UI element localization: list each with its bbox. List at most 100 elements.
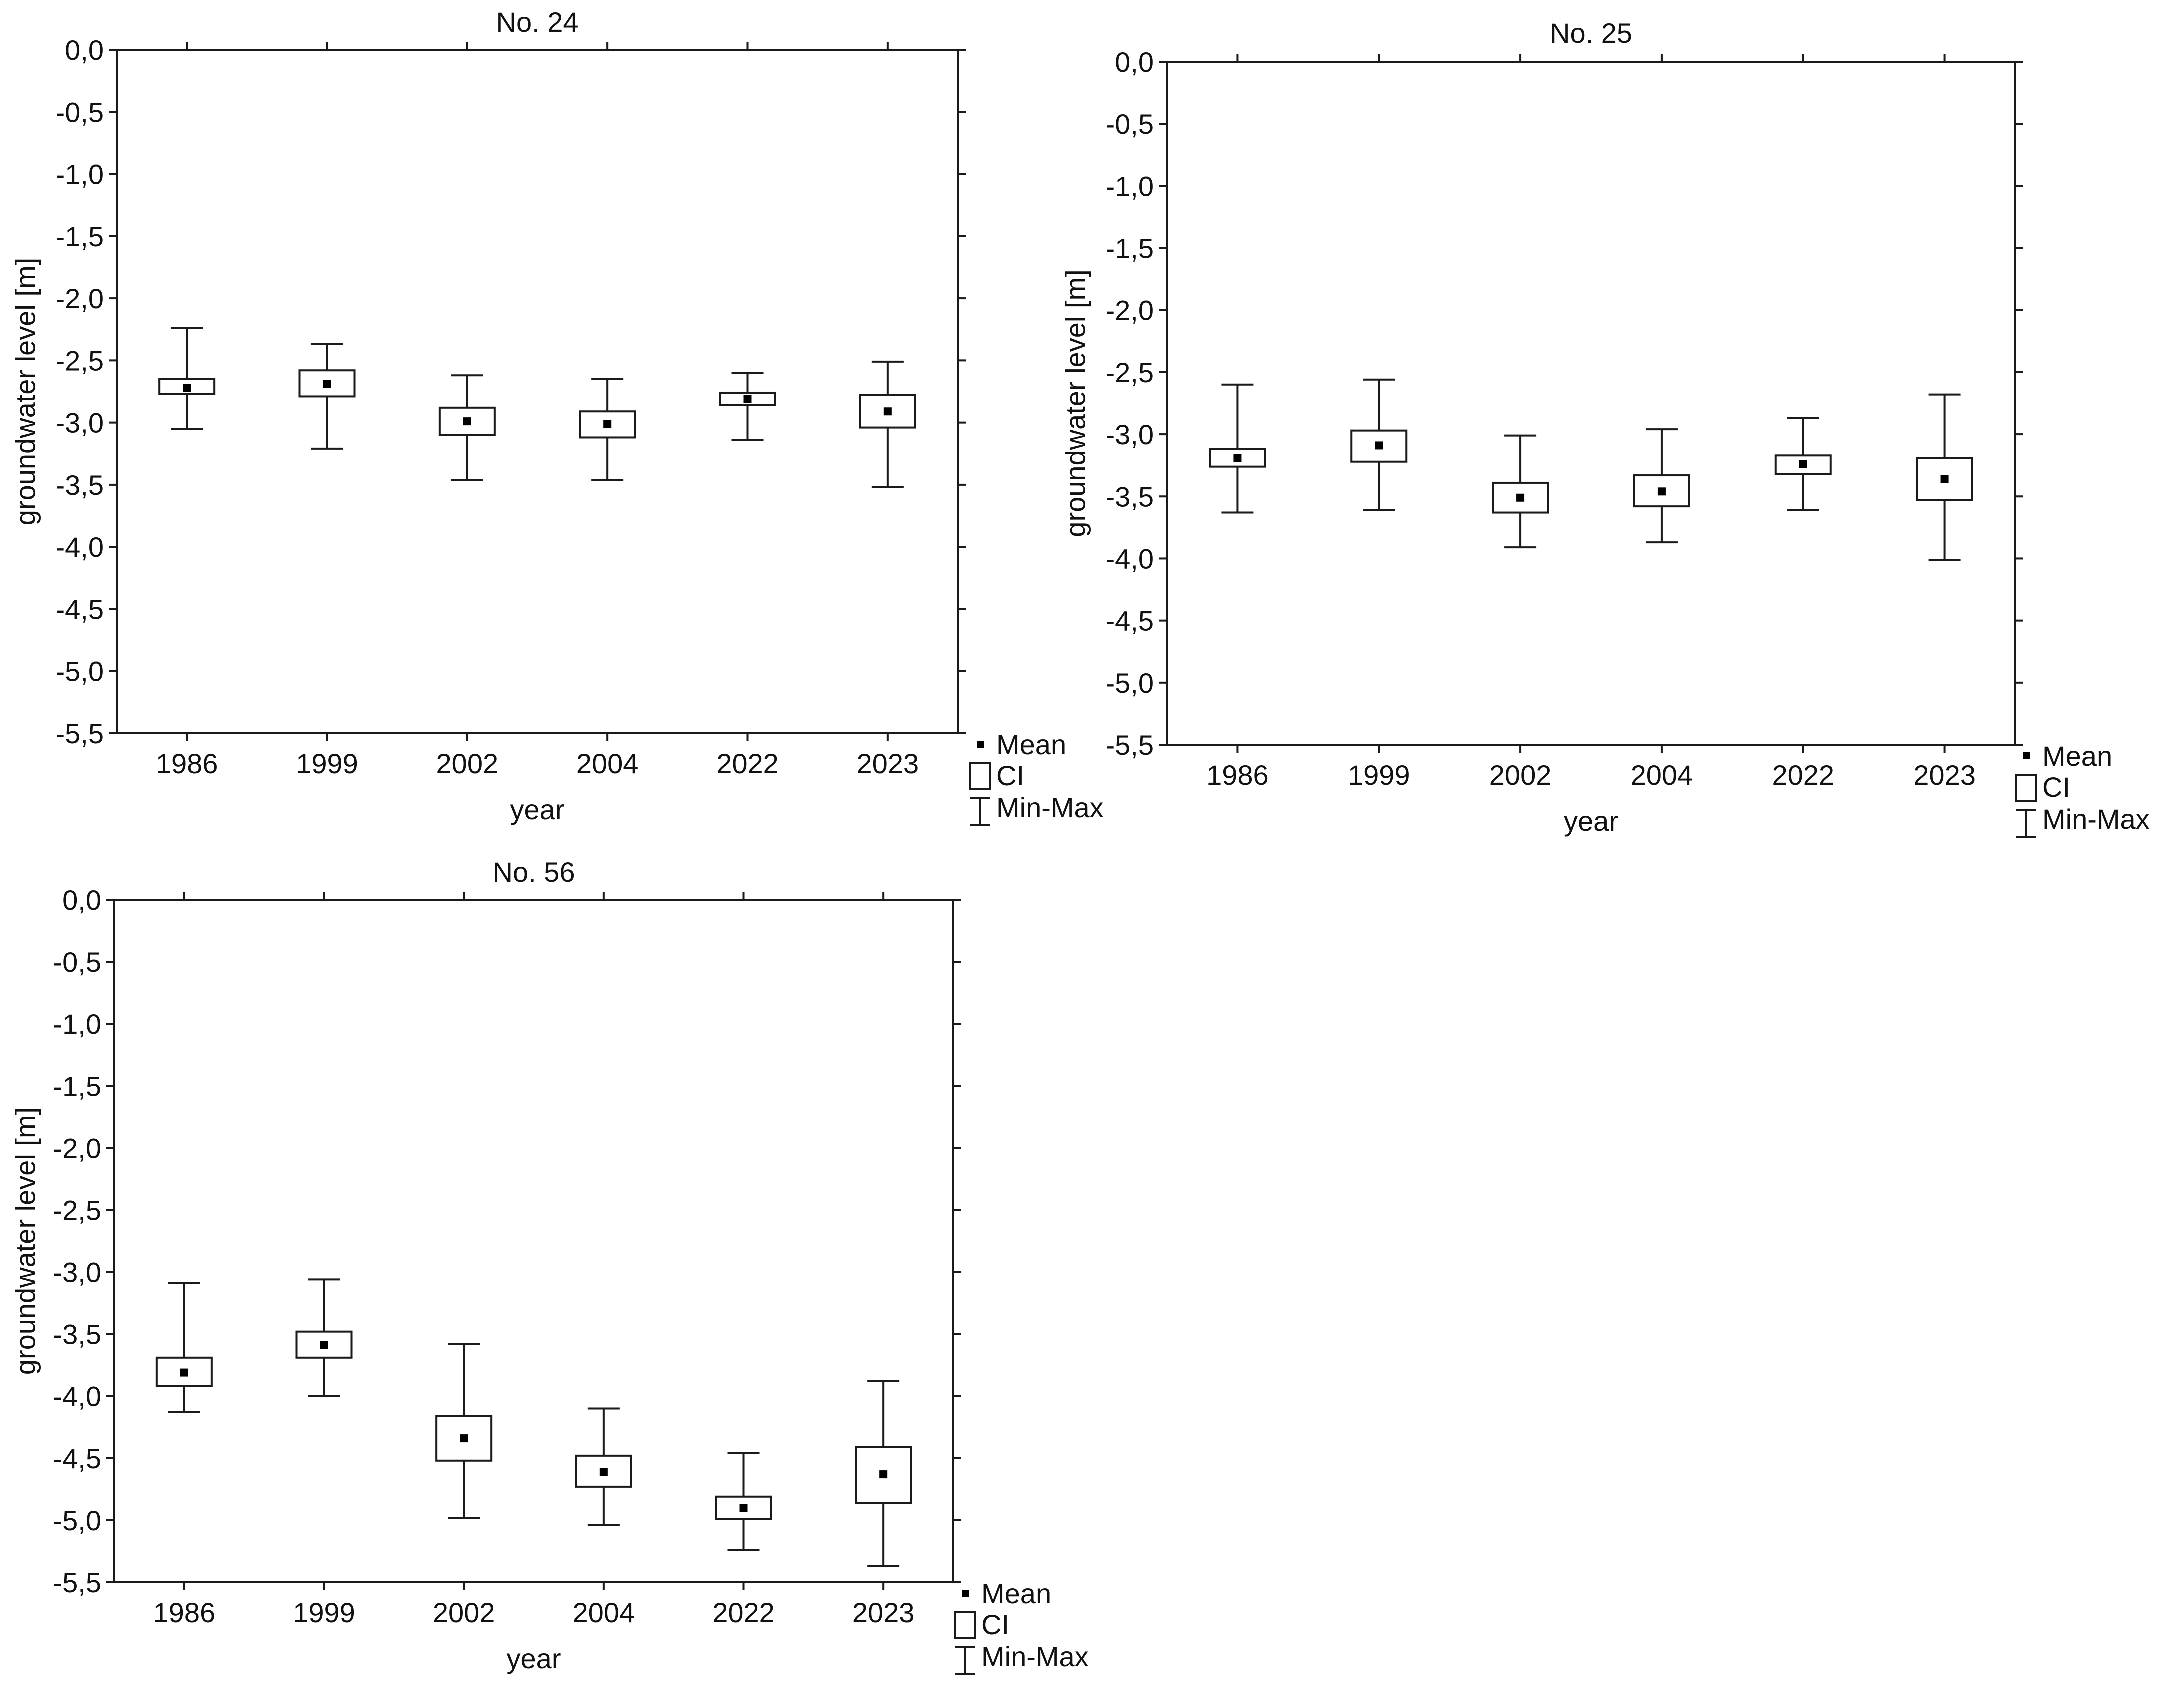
mean-point xyxy=(463,418,471,426)
x-tick-label: 2004 xyxy=(1631,760,1693,791)
y-tick-label: -5,5 xyxy=(56,718,104,750)
mean-point xyxy=(1799,460,1807,468)
box-2002 xyxy=(435,1343,493,1519)
y-tick-label: -5,0 xyxy=(1106,668,1154,699)
y-tick-label: -3,5 xyxy=(1106,481,1154,512)
mean-point xyxy=(743,395,752,404)
y-tick-label: -3,0 xyxy=(53,1257,102,1288)
y-axis-label: groundwater level [m] xyxy=(10,258,41,526)
y-tick-label: -2,0 xyxy=(1106,295,1154,326)
y-tick-label: -2,0 xyxy=(53,1132,102,1164)
y-tick-label: 0,0 xyxy=(65,34,104,66)
y-tick-label: -5,0 xyxy=(53,1505,102,1536)
chart-panel-1: No. 24 0,0 -0,5 -1,0 -1,5 -2,0 -2,5 -3,0 -3,5 -4,… xyxy=(10,6,1104,826)
box-1999 xyxy=(295,1278,353,1398)
mean-point xyxy=(183,384,191,392)
y-tick-label: -0,5 xyxy=(53,946,102,978)
plot-frame xyxy=(1166,61,2016,746)
box-2004 xyxy=(575,1408,632,1526)
legend-ci-label: CI xyxy=(981,1609,1009,1640)
mean-point xyxy=(1233,454,1242,462)
ci-box xyxy=(1633,474,1690,508)
x-tick-label: 2002 xyxy=(1489,760,1552,791)
y-tick-label: -1,0 xyxy=(56,159,104,190)
mean-point xyxy=(883,408,892,416)
y-tick-label: -1,5 xyxy=(53,1070,102,1102)
y-tick-label: -4,5 xyxy=(1106,606,1154,637)
box-2022 xyxy=(719,372,776,442)
box-2023 xyxy=(1916,394,1973,561)
x-tick-label: 1999 xyxy=(1348,760,1410,791)
legend-mean-label: Mean xyxy=(981,1578,1051,1610)
legend-mean-marker xyxy=(977,741,984,748)
x-tick-label: 2002 xyxy=(436,748,499,780)
legend-minmax-label: Min-Max xyxy=(981,1641,1089,1672)
legend-mean-marker xyxy=(2023,752,2030,760)
mean-point xyxy=(879,1470,888,1479)
x-tick-label: 2023 xyxy=(857,748,919,780)
box-2004 xyxy=(1633,428,1690,544)
y-tick-label: -4,0 xyxy=(1106,543,1154,574)
box-1986 xyxy=(155,1282,213,1414)
mean-point xyxy=(1940,475,1949,484)
y-tick-label: 0,0 xyxy=(62,884,101,916)
box-2022 xyxy=(1774,417,1832,512)
box-2002 xyxy=(438,374,496,481)
box-2023 xyxy=(859,360,916,488)
mean-point xyxy=(603,420,612,428)
legend-minmax-label: Min-Max xyxy=(996,792,1104,824)
mean-point xyxy=(599,1468,608,1476)
y-tick-label: -3,5 xyxy=(56,470,104,501)
legend-ci-marker xyxy=(969,762,991,790)
mean-point xyxy=(323,380,331,388)
legend-mean-marker xyxy=(962,1590,969,1597)
mean-point xyxy=(320,1341,328,1350)
y-tick-label: -2,5 xyxy=(56,345,104,376)
x-tick-label: 2002 xyxy=(433,1597,495,1628)
y-tick-label: -1,5 xyxy=(1106,233,1154,264)
legend-mean-label: Mean xyxy=(2042,740,2112,772)
x-tick-label: 2004 xyxy=(573,1597,635,1628)
legend-ci-marker xyxy=(2015,774,2037,802)
x-tick-label: 1986 xyxy=(153,1597,216,1628)
x-tick-label: 1986 xyxy=(156,748,218,780)
y-tick-label: -3,0 xyxy=(56,408,104,439)
mean-point xyxy=(739,1504,748,1512)
box-2023 xyxy=(855,1380,912,1568)
chart-title: No. 25 xyxy=(1550,18,1632,49)
box-1986 xyxy=(158,327,216,430)
chart-title: No. 24 xyxy=(496,6,579,38)
y-tick-label: -5,5 xyxy=(1106,730,1154,761)
x-tick-label: 2022 xyxy=(716,748,779,780)
mean-point xyxy=(180,1368,188,1377)
y-axis-label: groundwater level [m] xyxy=(10,1108,41,1375)
y-tick-label: -0,5 xyxy=(56,96,104,128)
legend-minmax-label: Min-Max xyxy=(2042,804,2150,835)
y-tick-label: -3,0 xyxy=(1106,419,1154,450)
chart-panel-3: No. 56 0,0 -0,5 -1,0 -1,5 -2,0 -2,5 -3,0 -3,5 -4,… xyxy=(10,856,1089,1676)
x-tick-label: 1999 xyxy=(296,748,358,780)
y-tick-label: -2,0 xyxy=(56,283,104,314)
mean-point xyxy=(1657,488,1666,496)
mean-point xyxy=(1516,494,1525,502)
y-tick-label: -4,0 xyxy=(56,532,104,563)
y-tick-label: -2,5 xyxy=(53,1194,102,1226)
box-2022 xyxy=(715,1452,772,1552)
mean-point xyxy=(460,1434,468,1443)
y-tick-label: -4,0 xyxy=(53,1381,102,1412)
y-tick-label: -5,0 xyxy=(56,656,104,688)
legend-ci-marker xyxy=(954,1612,976,1640)
box-2002 xyxy=(1492,434,1549,549)
y-tick-label: -4,5 xyxy=(56,594,104,625)
chart-title: No. 56 xyxy=(493,856,575,888)
ci-box xyxy=(1350,430,1408,463)
mean-point xyxy=(1375,442,1383,450)
x-tick-label: 1999 xyxy=(293,1597,355,1628)
x-tick-label: 2022 xyxy=(1772,760,1834,791)
plot-frame xyxy=(113,899,954,1584)
x-tick-label: 2004 xyxy=(576,748,639,780)
